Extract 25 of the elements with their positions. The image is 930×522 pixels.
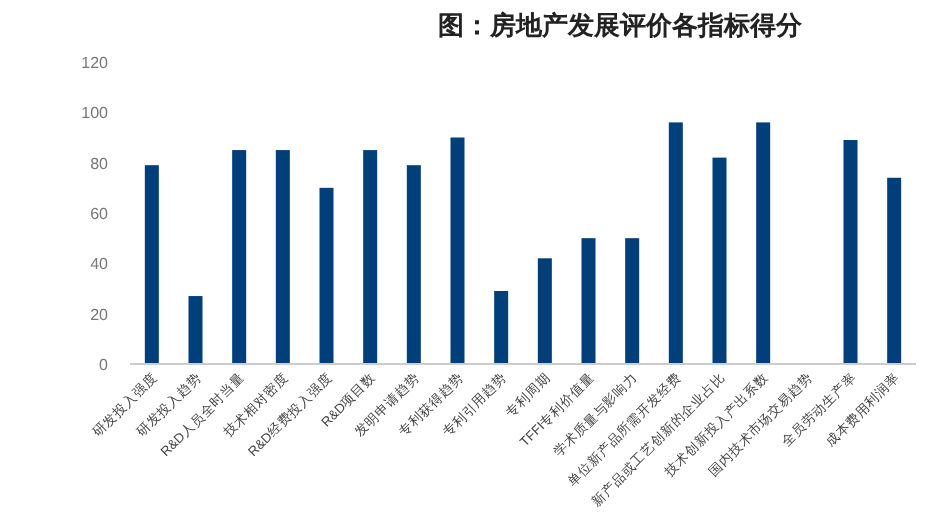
bar [406,165,421,364]
y-tick-label: 60 [90,205,110,223]
y-tick-label: 120 [81,54,110,72]
y-tick-label: 0 [99,356,110,374]
bar [450,137,465,364]
bar [319,187,334,364]
y-tick-label: 80 [90,154,110,173]
y-tick-label: 20 [90,305,110,324]
bar [363,150,378,364]
bar [188,296,203,364]
bar [843,140,858,364]
bar [144,165,159,364]
y-tick-label: 100 [81,104,110,123]
bar [625,238,640,364]
bar [712,157,727,364]
bar [581,238,596,364]
y-tick-label: 40 [90,255,110,274]
bar [668,122,683,364]
chart-title: 图：房地产发展评价各指标得分 [438,10,804,40]
bar [537,258,552,364]
bar [494,291,509,364]
bar [232,150,247,364]
bar [275,150,290,364]
bar [756,122,771,364]
bar [887,177,902,364]
